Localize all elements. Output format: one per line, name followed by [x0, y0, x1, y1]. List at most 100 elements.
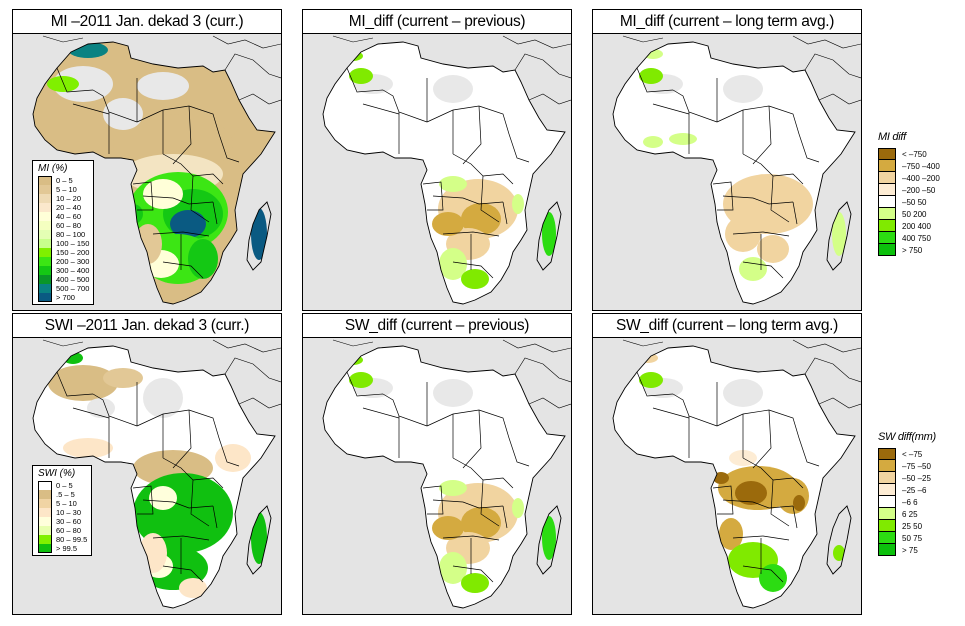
legend-label: –400 –200 — [902, 173, 940, 183]
neighbor-outline — [502, 35, 571, 49]
country-border — [482, 477, 514, 489]
legend-label: –200 –50 — [902, 185, 936, 195]
country-border — [188, 409, 220, 439]
country-border — [652, 407, 690, 419]
legend-label: 5 – 10 — [56, 185, 77, 194]
country-border — [792, 505, 798, 529]
map-canvas — [32, 339, 281, 609]
legend-label: 400 750 — [902, 233, 931, 243]
neighbor-outline — [224, 357, 281, 383]
legend-title: SWI (%) — [38, 468, 76, 479]
value-region — [349, 372, 373, 388]
country-border — [480, 175, 500, 223]
legend-item: 50 200 — [878, 208, 965, 220]
neighbor-outline — [332, 35, 374, 43]
legend-swatch — [38, 212, 52, 221]
legend-swatch — [38, 185, 52, 194]
country-border — [92, 89, 138, 123]
legend-item: 40 – 60 — [38, 212, 89, 221]
madagascar-outline — [826, 201, 852, 271]
country-border — [346, 371, 384, 397]
value-region — [179, 578, 207, 598]
legend-item: 60 – 80 — [38, 221, 89, 230]
legend-label: –50 –25 — [902, 473, 931, 483]
coastline — [612, 345, 856, 609]
country-border — [772, 477, 804, 489]
value-region — [832, 212, 846, 256]
country-border — [462, 105, 482, 165]
africa-map — [592, 337, 862, 615]
country-border — [652, 103, 690, 115]
country-border — [92, 393, 138, 427]
country-border — [212, 505, 218, 529]
country-border — [162, 153, 194, 177]
legend-item: 60 – 80 — [38, 526, 87, 535]
legend-label: 60 – 80 — [56, 526, 82, 535]
panel-title: MI –2011 Jan. dekad 3 (curr.) — [12, 9, 282, 34]
legend-item: 200 400 — [878, 220, 965, 232]
country-border — [480, 479, 500, 527]
value-region — [87, 398, 115, 418]
country-border — [732, 535, 790, 541]
legend-item: 500 – 700 — [38, 284, 89, 293]
neighbor-outline — [42, 339, 84, 347]
legend-swatch — [878, 244, 896, 256]
country-border — [798, 437, 820, 467]
legend-item: .5 – 5 — [38, 490, 87, 499]
legend-label: .5 – 5 — [56, 490, 75, 499]
value-region — [639, 68, 663, 84]
legend-swatch — [38, 535, 52, 544]
legend-swatch — [878, 460, 896, 472]
neighbor-outline — [224, 53, 281, 79]
legend-item: 30 – 60 — [38, 517, 87, 526]
legend-label: < –750 — [902, 149, 927, 159]
legend-swatch — [878, 208, 896, 220]
legend-label: 0 – 5 — [56, 481, 73, 490]
legend-swatch — [38, 194, 52, 203]
value-region — [833, 545, 845, 561]
legend-item: 400 750 — [878, 232, 965, 244]
legend-swatch — [38, 526, 52, 535]
panel-title: MI_diff (current – previous) — [302, 9, 572, 34]
neighbor-outline — [514, 357, 571, 383]
country-border — [362, 407, 400, 419]
country-border — [422, 181, 444, 211]
country-border — [188, 201, 214, 205]
value-region — [433, 379, 473, 407]
legend-swatch — [38, 499, 52, 508]
value-region — [143, 378, 183, 418]
country-border — [636, 67, 674, 93]
legend-swatch — [878, 520, 896, 532]
legend-label: > 750 — [902, 245, 923, 255]
country-border — [188, 505, 214, 509]
country-border — [72, 407, 110, 419]
map-canvas — [612, 35, 861, 305]
legend-swatch — [38, 266, 52, 275]
legend-swatch — [878, 196, 896, 208]
legend-item: 100 – 150 — [38, 239, 89, 248]
neighbor-outline — [804, 53, 861, 79]
legend-label: 80 – 99.5 — [56, 535, 88, 544]
legend-item: 20 – 40 — [38, 203, 89, 212]
legend-item: 300 – 400 — [38, 266, 89, 275]
panel-title: MI_diff (current – long term avg.) — [592, 9, 862, 34]
legend-swatch — [878, 544, 896, 556]
legend-swatch — [878, 220, 896, 232]
legend-label: 200 400 — [902, 221, 931, 231]
country-border — [742, 261, 784, 279]
legend-title: MI diff — [878, 131, 906, 143]
legend-label: 20 – 40 — [56, 203, 82, 212]
value-region — [613, 44, 823, 174]
legend-item: 25 50 — [878, 520, 965, 532]
panel-title: SWI –2011 Jan. dekad 3 (curr.) — [12, 313, 282, 338]
neighbor-outline — [42, 35, 84, 43]
value-region — [47, 76, 79, 92]
legend-swatch — [878, 184, 896, 196]
country-border — [56, 371, 94, 397]
country-border — [192, 477, 224, 489]
legend-swatch — [878, 508, 896, 520]
country-border — [672, 393, 718, 427]
legend-label: 0 – 5 — [56, 176, 73, 185]
country-border — [508, 133, 530, 163]
